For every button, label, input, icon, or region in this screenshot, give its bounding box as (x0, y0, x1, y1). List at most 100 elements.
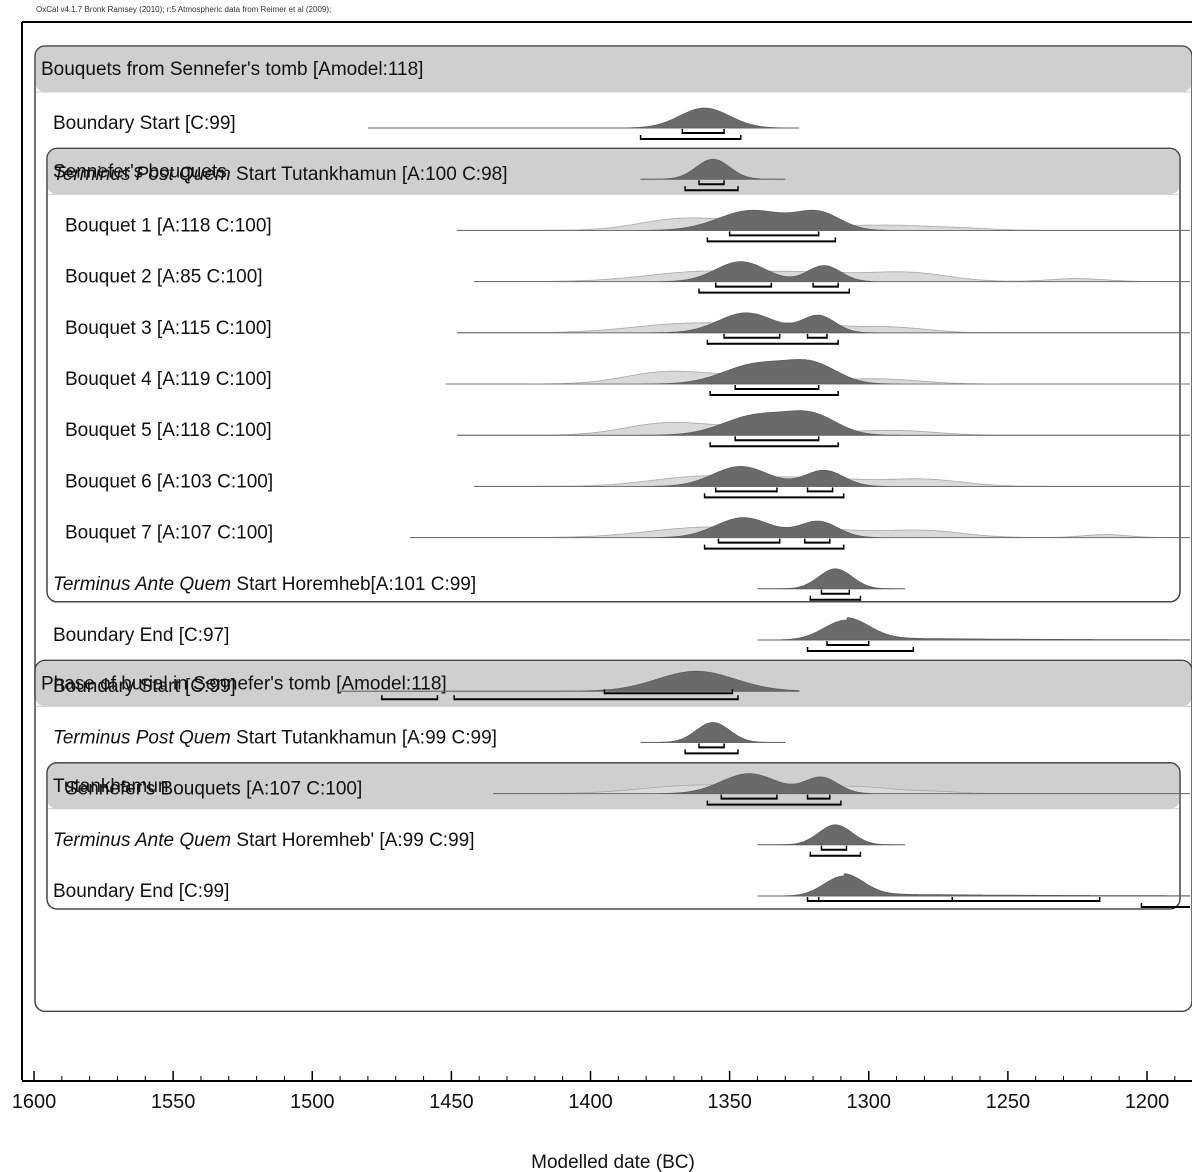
hpd-range (709, 391, 839, 396)
row-label-text: Bouquet 4 [A:119 C:100] (65, 369, 272, 390)
hpd-range (720, 794, 778, 800)
row-label: Terminus Ante Quem Start Horemheb' [A:99… (53, 830, 474, 851)
hpd-range (723, 333, 781, 339)
hpd-range (734, 385, 820, 390)
row-label-text: Start Tutankhamun [A:100 C:98] (231, 164, 508, 185)
group-header-band (47, 149, 1180, 195)
hpd-range (806, 647, 915, 652)
row: Bouquet 1 [A:118 C:100] (65, 209, 1190, 243)
hpd-range (681, 129, 725, 134)
hpd-range (639, 135, 742, 140)
row: Bouquet 7 [A:107 C:100] (65, 517, 1190, 550)
row-label: Bouquet 7 [A:107 C:100] (65, 523, 273, 544)
row-label-text: Sennefer's Bouquets [A:107 C:100] (65, 779, 362, 800)
row-label-text: Bouquet 3 [A:115 C:100] (65, 318, 272, 339)
group-header-label: Phase of burial in Sennefer's tomb [Amod… (41, 673, 447, 694)
hpd-range (812, 282, 839, 288)
hpd-range (826, 641, 870, 646)
hpd-range (728, 231, 820, 237)
hpd-range (453, 695, 739, 701)
hpd-range (806, 487, 834, 493)
group-header-label: Tutankhamun (53, 776, 168, 797)
row-label: Bouquet 3 [A:115 C:100] (65, 318, 272, 339)
group-header-band (35, 46, 1192, 92)
posterior-distribution (456, 209, 1190, 231)
group-header-label: Sennefer's bouquets (53, 161, 227, 182)
row: Bouquet 3 [A:115 C:100] (65, 312, 1190, 345)
group-box: Tutankhamun (46, 762, 1181, 910)
hpd-range (684, 186, 739, 192)
row-label-text: Bouquet 1 [A:118 C:100] (65, 215, 272, 236)
hpd-range (706, 237, 837, 243)
row: Bouquet 5 [A:118 C:100] (65, 410, 1190, 448)
hpd-range (684, 749, 739, 755)
row-label-text: Boundary End [C:99] (53, 881, 229, 902)
row-label: Boundary Start [C:99] (53, 676, 236, 697)
hpd-range (809, 595, 862, 601)
x-tick-label: 1200 (1125, 1091, 1170, 1113)
hpd-range (806, 794, 831, 800)
row-label: Boundary Start [C:99] (53, 113, 236, 134)
hpd-range (703, 544, 845, 550)
hpd-range (706, 339, 839, 345)
row-label-text: Boundary Start [C:99] (53, 676, 236, 697)
plot-frame (21, 21, 1192, 1080)
row-label-text: Start Horemheb[A:101 C:99] (231, 574, 476, 595)
hpd-range (603, 689, 734, 695)
row-label: Bouquet 6 [A:103 C:100] (65, 471, 273, 492)
posterior-distribution (409, 517, 1190, 538)
row-label-text: Boundary End [C:97] (53, 625, 229, 646)
group-header-band (47, 763, 1180, 809)
posterior-distribution (456, 410, 1190, 436)
software-credit: OxCal v4.1.7 Bronk Ramsey (2010); r:5 At… (36, 5, 331, 14)
row-label-italic: Terminus Ante Quem (53, 830, 231, 851)
distribution-rows: Boundary Start [C:99] Terminus Post Quem … (53, 107, 1192, 908)
row: Boundary Start [C:99] (53, 107, 800, 140)
row-label: Boundary End [C:97] (53, 625, 229, 646)
posterior-distribution (640, 722, 786, 743)
x-tick-label: 1550 (151, 1091, 196, 1113)
posterior-distribution (473, 466, 1190, 487)
x-tick-label: 1450 (429, 1091, 474, 1113)
x-tick-label: 1300 (847, 1091, 892, 1113)
posterior-distribution (757, 873, 1192, 897)
row: Sennefer's Bouquets [A:107 C:100] (65, 773, 1190, 806)
hpd-range (809, 851, 862, 857)
row-label-text: Start Tutankhamun [A:99 C:99] (231, 727, 497, 748)
posterior-distribution (367, 107, 800, 129)
hpd-range (734, 436, 820, 442)
x-tick-label: 1350 (707, 1091, 752, 1113)
row: Boundary Start [C:99] (53, 670, 800, 701)
hpd-range (717, 538, 781, 544)
posterior-distribution (640, 158, 786, 180)
row-label: Terminus Ante Quem Start Horemheb[A:101 … (53, 574, 476, 595)
x-axis: 1600 1550 1500 1450 1400 1350 1300 1250 1200 (12, 1071, 1192, 1113)
x-tick-label: 1600 (12, 1091, 57, 1113)
row: Boundary End [C:99] (53, 873, 1192, 908)
hpd-range (381, 695, 439, 701)
hpd-range (820, 589, 851, 595)
row-label-text: Bouquet 7 [A:107 C:100] (65, 523, 273, 544)
row: Terminus Ante Quem Start Horemheb' [A:99… (53, 824, 905, 857)
group-box: Bouquets from Sennefer's tomb [Amodel:11… (34, 45, 1192, 705)
row-label-italic: Terminus Ante Quem (53, 574, 231, 595)
group-boxes: Bouquets from Sennefer's tomb [Amodel:11… (34, 45, 1192, 1013)
posterior-distribution (757, 824, 905, 846)
posterior-distribution (339, 670, 800, 692)
row-label: Terminus Post Quem Start Tutankhamun [A:… (53, 164, 507, 185)
hpd-range (698, 180, 725, 186)
row-label-text: Boundary Start [C:99] (53, 113, 236, 134)
row-label-italic: Terminus Post Quem (53, 727, 231, 748)
posterior-distribution (456, 312, 1190, 334)
x-tick-label: 1400 (568, 1091, 613, 1113)
hpd-range (806, 333, 828, 339)
row: Terminus Post Quem Start Tutankhamun [A:… (53, 158, 786, 192)
row-label: Bouquet 5 [A:118 C:100] (65, 420, 272, 441)
row-label: Bouquet 1 [A:118 C:100] (65, 215, 272, 236)
posterior-distribution (757, 568, 905, 590)
row-label: Bouquet 2 [A:85 C:100] (65, 267, 263, 288)
row: Bouquet 4 [A:119 C:100] (65, 359, 1190, 396)
x-tick-label: 1250 (986, 1091, 1031, 1113)
posterior-distribution (757, 617, 1192, 641)
